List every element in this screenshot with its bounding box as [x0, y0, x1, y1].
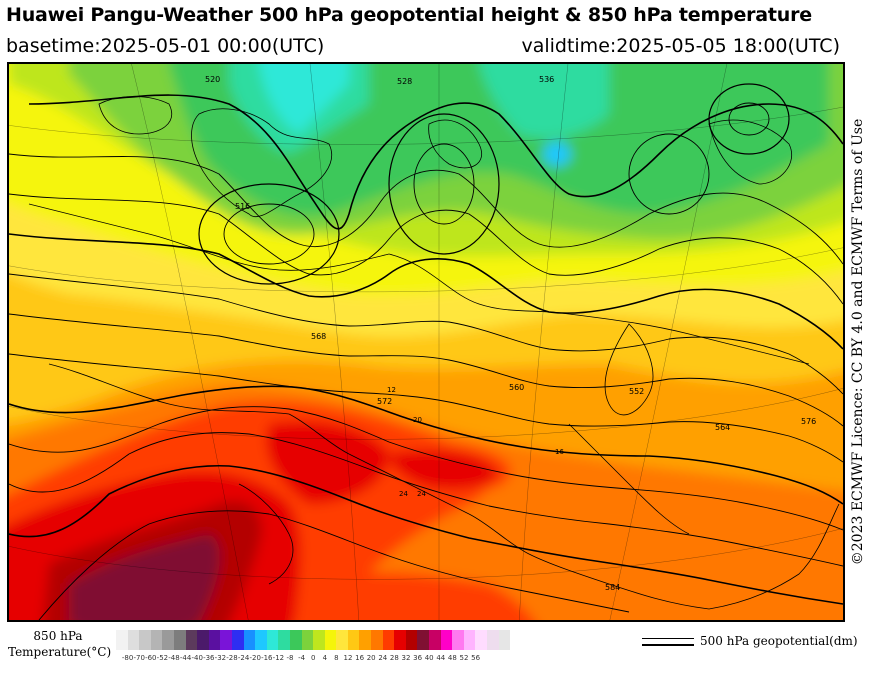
colorbar-swatch — [150, 630, 163, 650]
colorbar-swatch — [173, 630, 186, 650]
colorbar-swatch — [220, 630, 232, 650]
colorbar-tick-label: 32 — [401, 654, 411, 662]
contour-label: 516 — [235, 202, 250, 211]
colorbar-swatch — [255, 630, 267, 650]
colorbar-tick-label: -16 — [261, 654, 273, 662]
geopotential-contours — [9, 83, 843, 620]
temperature-legend-label: 850 hPa Temperature(°C) — [8, 629, 112, 659]
colorbar-swatch — [301, 630, 314, 650]
colorbar-swatch — [463, 630, 476, 650]
colorbar-swatch — [394, 630, 406, 650]
colorbar-swatch — [475, 630, 487, 650]
validtime-label: validtime:2025-05-05 18:00(UTC) — [521, 35, 840, 57]
colorbar-swatch — [324, 630, 337, 650]
colorbar-tick-label: 20 — [366, 654, 376, 662]
colorbar-swatch — [359, 630, 372, 650]
colorbar-tick-label: 36 — [413, 654, 423, 662]
copyright-credit: ©2023 ECMWF Licence: CC BY 4.0 and ECMWF… — [850, 118, 866, 566]
contour-label: 552 — [629, 387, 644, 396]
colorbar-tick-label: -40 — [191, 654, 203, 662]
colorbar-swatch — [197, 630, 209, 650]
colorbar-tick-label: 44 — [436, 654, 446, 662]
colorbar-tick-label: 12 — [343, 654, 353, 662]
temperature-field — [9, 64, 843, 620]
colorbar-swatch — [429, 630, 441, 650]
colorbar-tick-label: 8 — [334, 654, 339, 662]
colorbar-tick-label: 56 — [471, 654, 481, 662]
geopotential-legend-label: 500 hPa geopotential(dm) — [700, 634, 858, 648]
geopotential-legend: 500 hPa geopotential(dm) — [642, 634, 862, 654]
colorbar-swatch — [231, 630, 244, 650]
colorbar-tick-label: -80 — [121, 654, 134, 662]
temperature-label: 16 — [555, 448, 564, 456]
colorbar-tick-label: -4 — [298, 654, 306, 662]
colorbar-swatch — [382, 630, 395, 650]
colorbar-tick-label: 4 — [322, 654, 328, 662]
contour-label: 568 — [311, 332, 326, 341]
colorbar-swatch — [313, 630, 325, 650]
colorbar-swatch — [487, 630, 499, 650]
colorbar-tick-label: -24 — [237, 654, 250, 662]
contour-label: 520 — [205, 75, 220, 84]
thick-contour-sample — [642, 644, 694, 646]
colorbar-tick-label: 16 — [355, 654, 365, 662]
colorbar-swatch — [116, 630, 128, 650]
colorbar-swatch — [127, 630, 140, 650]
colorbar-tick-label: -8 — [286, 654, 294, 662]
colorbar-tick-label: -36 — [203, 654, 215, 662]
temperature-label: 24 — [417, 490, 426, 498]
colorbar-tick-label: 48 — [447, 654, 457, 662]
colorbar-ticks: -80 -70 -60 -52 -48 -44 -40 -36 -32 -28 -24 -20 -16-… — [116, 654, 626, 664]
colorbar-swatch — [417, 630, 430, 650]
colorbar-tick-label: 40 — [424, 654, 434, 662]
temperature-label: 12 — [387, 386, 396, 394]
colorbar-tick-label: -70 — [133, 654, 145, 662]
colorbar-tick-label: -52 — [156, 654, 169, 662]
temperature-label: 24 — [399, 490, 408, 498]
colorbar-tick-label: -28 — [226, 654, 238, 662]
colorbar-tick-label: 0 — [310, 654, 316, 662]
colorbar-swatch — [405, 630, 418, 650]
colorbar-tick-label: -32 — [214, 654, 227, 662]
contour-label: 576 — [801, 417, 816, 426]
colorbar-swatch — [371, 630, 383, 650]
colorbar-swatch — [162, 630, 174, 650]
colorbar-tick-label: 24 — [378, 654, 388, 662]
temperature-colorbar — [116, 630, 511, 650]
contour-label: 536 — [539, 75, 554, 84]
colorbar-tick-label: 52 — [459, 654, 469, 662]
contour-labels: 520 528 536 516 568 560 552 564 576 572 … — [205, 75, 816, 592]
colorbar-swatch — [208, 630, 221, 650]
colorbar-swatch — [289, 630, 302, 650]
colorbar-swatch — [266, 630, 279, 650]
colorbar-swatch — [336, 630, 348, 650]
colorbar-swatch — [243, 630, 256, 650]
colorbar-tick-label: -48 — [168, 654, 180, 662]
colorbar-swatch — [440, 630, 453, 650]
contour-label: 572 — [377, 397, 392, 406]
colorbar-tick-label: -44 — [179, 654, 192, 662]
chart-title: Huawei Pangu-Weather 500 hPa geopotentia… — [6, 4, 812, 26]
colorbar-swatch — [139, 630, 151, 650]
colorbar-tick-label: 28 — [389, 654, 399, 662]
colorbar-swatch — [498, 630, 511, 650]
temperature-label: 20 — [413, 416, 422, 424]
thin-contour-sample — [642, 638, 694, 639]
colorbar-swatch — [452, 630, 464, 650]
colorbar-tick-label: -12 — [272, 654, 285, 662]
weather-map: 520 528 536 516 568 560 552 564 576 572 … — [7, 62, 845, 622]
contour-label: 528 — [397, 77, 412, 86]
colorbar-swatch — [347, 630, 360, 650]
colorbar-swatch — [278, 630, 290, 650]
graticule — [9, 64, 843, 620]
contour-label: 564 — [715, 423, 730, 432]
contour-label: 560 — [509, 383, 524, 392]
colorbar-swatch — [185, 630, 198, 650]
basetime-label: basetime:2025-05-01 00:00(UTC) — [6, 35, 325, 57]
map-canvas: 520 528 536 516 568 560 552 564 576 572 … — [9, 64, 843, 620]
colorbar-tick-label: -60 — [145, 654, 157, 662]
contour-label: 584 — [605, 583, 620, 592]
colorbar-tick-label: -20 — [249, 654, 261, 662]
